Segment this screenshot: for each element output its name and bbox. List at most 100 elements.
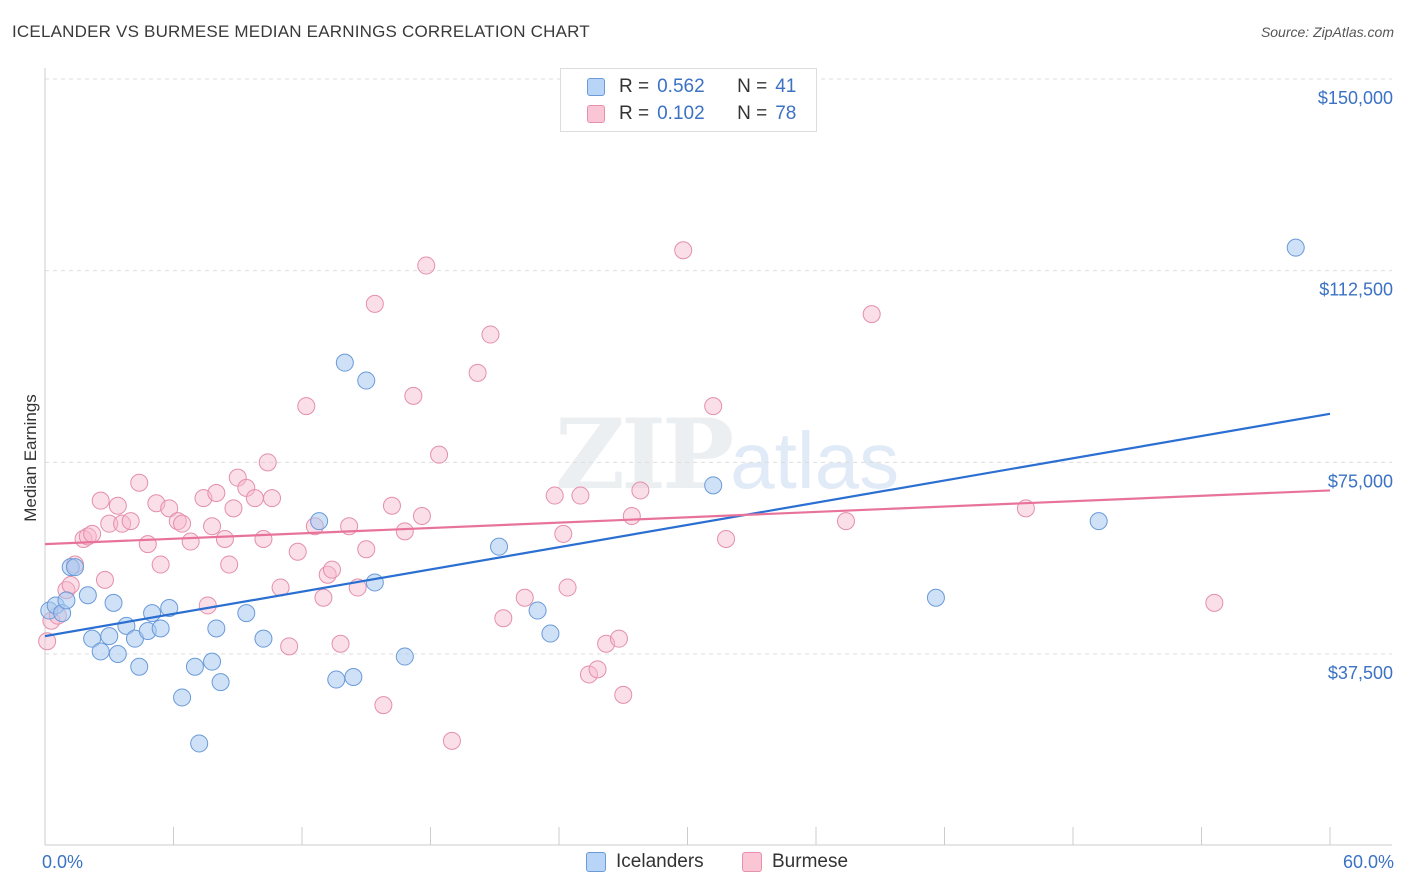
burmese-point-65 bbox=[579, 665, 598, 684]
icelanders-point-34 bbox=[490, 537, 509, 556]
burmese-point-10 bbox=[95, 570, 114, 589]
legend-r-value-icelanders: 0.562 bbox=[657, 76, 705, 97]
watermark-zip: ZIP bbox=[555, 398, 734, 511]
icelanders-point-9 bbox=[100, 627, 119, 646]
legend-label-burmese: Burmese bbox=[772, 851, 849, 872]
watermark: ZIPatlas bbox=[555, 398, 899, 511]
burmese-point-63 bbox=[558, 578, 577, 597]
burmese-point-59 bbox=[494, 609, 513, 628]
burmese-point-55 bbox=[430, 445, 449, 464]
y-tick-label-1: $75,000 bbox=[1328, 471, 1393, 491]
burmese-point-16 bbox=[138, 535, 157, 554]
burmese-point-71 bbox=[631, 481, 650, 500]
icelanders-point-5 bbox=[65, 558, 84, 577]
axes bbox=[44, 68, 1392, 846]
burmese-point-48 bbox=[365, 294, 384, 313]
burmese-point-64 bbox=[571, 486, 590, 505]
legend-n-value-icelanders: 41 bbox=[775, 76, 797, 97]
burmese-point-26 bbox=[207, 484, 226, 502]
data-points bbox=[38, 238, 1305, 753]
icelanders-point-7 bbox=[83, 629, 102, 648]
burmese-point-54 bbox=[417, 256, 436, 275]
burmese-point-0 bbox=[38, 632, 57, 651]
chart-source: Source: ZipAtlas.com bbox=[1260, 24, 1394, 40]
icelanders-point-25 bbox=[237, 604, 256, 623]
y-axis-label: Median Earnings bbox=[21, 394, 40, 522]
chart-title: ICELANDER VS BURMESE MEDIAN EARNINGS COR… bbox=[12, 22, 590, 41]
burmese-point-15 bbox=[130, 473, 149, 492]
legend-n-value-burmese: 78 bbox=[775, 103, 797, 124]
icelanders-point-10 bbox=[104, 593, 123, 612]
icelanders-point-11 bbox=[108, 645, 127, 663]
burmese-point-22 bbox=[181, 532, 200, 551]
burmese-point-37 bbox=[280, 637, 299, 656]
icelanders-point-37 bbox=[704, 476, 723, 495]
icelanders-point-38 bbox=[926, 588, 945, 607]
icelanders-point-29 bbox=[335, 353, 354, 372]
legend-row-icelanders: R = 0.562 N = 41 bbox=[587, 74, 796, 100]
icelanders-point-19 bbox=[173, 688, 192, 707]
burmese-point-50 bbox=[382, 496, 401, 515]
burmese-point-58 bbox=[481, 325, 500, 344]
burmese-point-35 bbox=[263, 489, 282, 508]
legend-item-burmese: Burmese bbox=[742, 851, 848, 873]
burmese-point-73 bbox=[704, 397, 723, 416]
burmese-point-9 bbox=[91, 491, 110, 510]
icelanders-point-31 bbox=[357, 371, 376, 390]
burmese-point-69 bbox=[614, 685, 633, 704]
icelanders-point-17 bbox=[151, 619, 170, 638]
legend-swatch-burmese bbox=[742, 852, 762, 872]
icelanders-point-8 bbox=[91, 642, 110, 661]
legend-n-label: N = bbox=[737, 103, 768, 124]
icelanders-point-23 bbox=[207, 619, 226, 638]
burmese-point-21 bbox=[173, 514, 192, 533]
legend-swatch-icelanders bbox=[587, 78, 605, 96]
burmese-point-41 bbox=[314, 588, 333, 607]
burmese-point-52 bbox=[404, 386, 423, 405]
icelanders-trend-line bbox=[44, 412, 1331, 638]
burmese-point-74 bbox=[717, 530, 736, 548]
burmese-point-56 bbox=[442, 731, 461, 750]
burmese-point-28 bbox=[220, 555, 239, 574]
burmese-point-62 bbox=[554, 524, 573, 543]
legend-swatch-icelanders bbox=[586, 852, 606, 872]
icelanders-point-33 bbox=[395, 647, 414, 666]
burmese-point-27 bbox=[215, 530, 234, 548]
icelanders-point-28 bbox=[327, 670, 346, 689]
icelanders-point-26 bbox=[254, 629, 273, 648]
watermark-atlas: atlas bbox=[730, 416, 900, 505]
legend-label-icelanders: Icelanders bbox=[616, 851, 704, 872]
burmese-point-25 bbox=[203, 517, 222, 536]
y-tick-label-3: $150,000 bbox=[1318, 88, 1393, 108]
icelanders-point-24 bbox=[211, 673, 230, 692]
burmese-point-61 bbox=[545, 486, 564, 505]
burmese-point-49 bbox=[374, 696, 393, 715]
burmese-point-60 bbox=[515, 588, 534, 607]
burmese-point-4 bbox=[61, 576, 80, 594]
icelanders-point-18 bbox=[160, 599, 179, 617]
series-legend: Icelanders Burmese bbox=[0, 851, 1406, 877]
icelanders-point-36 bbox=[541, 624, 560, 643]
burmese-point-75 bbox=[836, 512, 855, 531]
icelanders-point-35 bbox=[528, 601, 547, 620]
burmese-point-51 bbox=[395, 522, 414, 541]
icelanders-point-20 bbox=[185, 657, 204, 676]
burmese-point-12 bbox=[108, 496, 127, 515]
icelanders-point-3 bbox=[57, 591, 76, 610]
grid-lines bbox=[45, 78, 1392, 655]
icelanders-point-39 bbox=[1089, 512, 1108, 531]
burmese-point-18 bbox=[151, 555, 170, 574]
y-tick-label-2: $112,500 bbox=[1319, 280, 1393, 300]
burmese-point-29 bbox=[224, 499, 243, 518]
legend-r-value-burmese: 0.102 bbox=[657, 103, 705, 124]
burmese-point-11 bbox=[100, 514, 119, 533]
burmese-point-57 bbox=[468, 363, 487, 382]
burmese-point-8 bbox=[83, 524, 102, 543]
burmese-point-24 bbox=[198, 596, 217, 615]
icelanders-point-6 bbox=[78, 586, 97, 605]
burmese-point-76 bbox=[862, 305, 881, 324]
burmese-point-68 bbox=[609, 629, 628, 648]
burmese-point-38 bbox=[288, 542, 307, 561]
icelanders-point-30 bbox=[344, 668, 363, 686]
